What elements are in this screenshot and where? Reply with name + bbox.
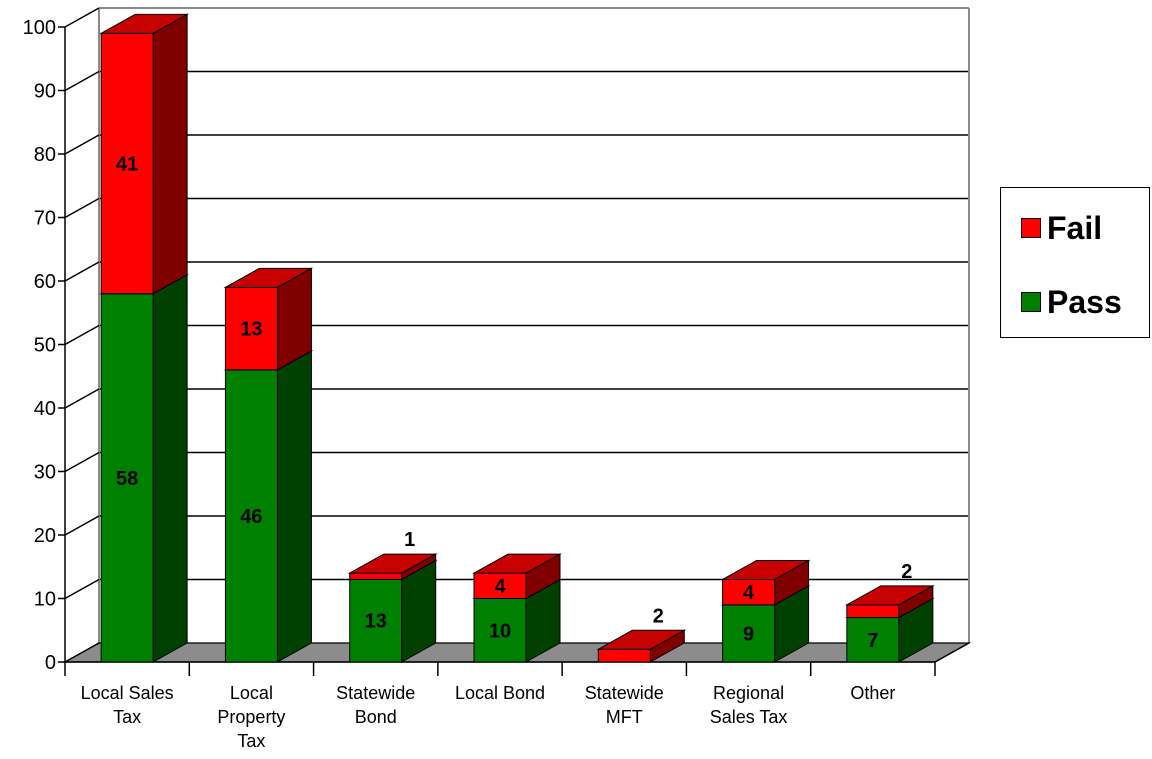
category-label: Other (850, 683, 895, 703)
data-label-pass: 7 (867, 630, 878, 652)
y-depth-tick-60 (64, 261, 100, 282)
data-label-pass: 46 (240, 506, 262, 528)
y-depth-tick-40 (64, 388, 100, 409)
y-depth-tick-30 (64, 451, 100, 473)
y-tick-label: 60 (34, 271, 56, 293)
y-tick-label: 10 (34, 589, 56, 611)
y-tick-label: 70 (34, 208, 56, 230)
legend-label: Fail (1047, 210, 1103, 246)
bar-fail-side (152, 13, 188, 295)
bar-pass (473, 598, 527, 663)
y-depth-tick-50 (64, 324, 100, 346)
bar-pass (846, 617, 900, 663)
legend-swatch (1021, 218, 1041, 238)
y-tick-label: 30 (34, 462, 56, 484)
data-label-pass: 13 (365, 611, 387, 633)
category-label: Statewide (336, 683, 415, 703)
bar-fail-top (472, 553, 562, 574)
data-label-pass: 10 (489, 620, 511, 642)
x-axis-depth-edge (934, 642, 970, 663)
category-label: Local Bond (455, 683, 545, 703)
legend-label: Pass (1047, 284, 1122, 320)
bar-fail-top (720, 559, 811, 580)
left-wall (65, 27, 99, 662)
y-tick-label: 90 (34, 81, 56, 103)
bar-fail-top (223, 267, 314, 288)
category-label: Tax (113, 707, 141, 727)
legend: Fail Pass (1000, 187, 1150, 338)
bar-fail-top (844, 585, 935, 606)
y-depth-tick-90 (64, 70, 100, 92)
legend-item-fail: Fail (1021, 210, 1102, 246)
bar-pass (722, 604, 776, 663)
bar-fail (722, 578, 776, 606)
category-label: Regional (713, 683, 784, 703)
data-label-fail: 2 (901, 561, 912, 583)
bar-pass-side (152, 273, 188, 663)
data-label-fail: 4 (743, 582, 755, 604)
data-label-fail: 2 (653, 605, 664, 627)
y-tick-label: 50 (34, 335, 56, 357)
y-depth-tick-70 (64, 197, 100, 219)
y-tick-label: 0 (45, 652, 56, 674)
category-label: Statewide (585, 683, 664, 703)
bar-fail-top (596, 629, 687, 650)
category-label: Property (217, 707, 285, 727)
legend-item-pass: Pass (1021, 284, 1122, 320)
bar-pass (100, 293, 154, 663)
bar-fail (597, 648, 651, 663)
y-tick-label: 100 (23, 17, 56, 39)
bar-pass-side (276, 350, 312, 663)
bar-fail (224, 286, 278, 371)
category-label: Tax (237, 731, 265, 751)
data-label-fail: 1 (404, 529, 415, 551)
y-depth-tick-20 (64, 515, 100, 536)
category-label: Local Sales (81, 683, 174, 703)
category-label: Sales Tax (710, 707, 788, 727)
bar-fail (100, 32, 154, 295)
legend-swatch (1021, 292, 1041, 312)
data-label-pass: 9 (743, 623, 754, 645)
y-depth-tick-80 (64, 134, 100, 155)
y-tick-label: 20 (34, 525, 56, 547)
y-depth-tick-10 (64, 578, 100, 600)
bar-fail (349, 572, 403, 580)
category-label: MFT (606, 707, 643, 727)
bar-pass (349, 578, 403, 663)
y-depth-tick-0 (64, 642, 100, 663)
data-label-fail: 4 (494, 576, 506, 598)
category-label: Bond (355, 707, 397, 727)
data-label-fail: 13 (240, 319, 262, 341)
y-tick-label: 80 (34, 144, 56, 166)
y-depth-tick-100 (64, 7, 100, 28)
bar-pass (224, 369, 278, 663)
bar-fail (846, 604, 900, 619)
back-wall (99, 27, 969, 643)
bar-fail-top (347, 553, 438, 574)
y-tick-label: 40 (34, 398, 56, 420)
data-label-fail: 41 (116, 154, 138, 176)
bar-fail-top (99, 13, 190, 34)
bar-fail (473, 572, 527, 599)
category-label: Local (230, 683, 273, 703)
data-label-pass: 58 (116, 468, 138, 490)
